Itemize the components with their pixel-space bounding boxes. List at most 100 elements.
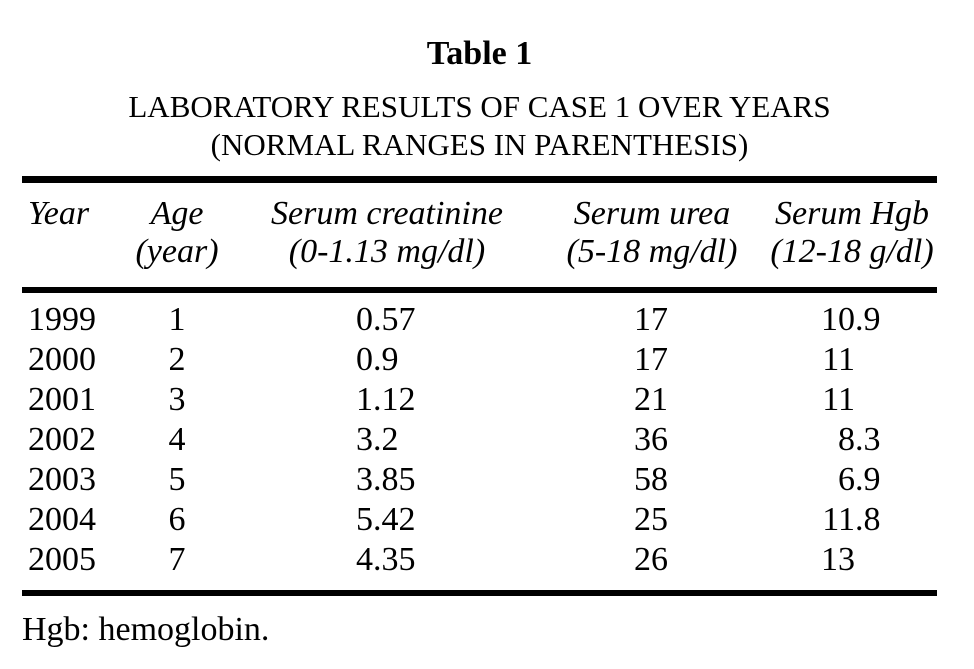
- table-row: 2000 2 0.9 17 11: [22, 340, 937, 380]
- cell-value: 25: [634, 500, 670, 540]
- cell-hgb: 11.8: [767, 500, 937, 540]
- table-body: 1999 1 0.57 17 10.9 2000 2 0.9 17 11 200…: [22, 290, 937, 593]
- cell-age: 6: [168, 501, 186, 538]
- cell-hgb: 11: [767, 340, 937, 380]
- cell-value: 13: [821, 540, 883, 580]
- cell-value: 26: [634, 540, 670, 580]
- table-row: 1999 1 0.57 17 10.9: [22, 290, 937, 340]
- table-row: 2003 5 3.85 58 6.9: [22, 460, 937, 500]
- cell-frac-part: .42: [373, 501, 416, 538]
- cell-frac-part: .3: [855, 421, 881, 458]
- cell-value: 10.9: [821, 300, 883, 340]
- cell-frac-part: .9: [855, 461, 881, 498]
- cell-urea: 36: [537, 420, 767, 460]
- cell-age: 2: [168, 341, 186, 378]
- table-row: 2001 3 1.12 21 11: [22, 380, 937, 420]
- cell-urea: 58: [537, 460, 767, 500]
- cell-frac-part: .57: [373, 301, 416, 338]
- cell-year: 1999: [28, 301, 96, 338]
- cell-hgb: 13: [767, 540, 937, 593]
- cell-value: 0.9: [356, 340, 418, 380]
- column-header-serum-urea: Serum urea (5-18 mg/dl): [537, 180, 767, 291]
- column-range: (0-1.13 mg/dl): [288, 233, 486, 270]
- cell-int-part: 17: [634, 341, 668, 378]
- cell-int-part: 11: [822, 341, 855, 378]
- cell-value: 11.8: [821, 500, 883, 540]
- cell-creatinine: 3.2: [237, 420, 537, 460]
- cell-creatinine: 0.57: [237, 290, 537, 340]
- cell-creatinine: 0.9: [237, 340, 537, 380]
- cell-frac-part: .2: [373, 421, 399, 458]
- cell-creatinine: 4.35: [237, 540, 537, 593]
- cell-value: 17: [634, 300, 670, 340]
- cell-value: 4.35: [356, 540, 418, 580]
- cell-value: 11: [821, 340, 883, 380]
- cell-value: 3.2: [356, 420, 418, 460]
- cell-value: 58: [634, 460, 670, 500]
- cell-value: 21: [634, 380, 670, 420]
- column-range: (12-18 g/dl): [770, 233, 934, 270]
- cell-urea: 25: [537, 500, 767, 540]
- column-range: (5-18 mg/dl): [566, 233, 738, 270]
- cell-hgb: 6.9: [767, 460, 937, 500]
- cell-urea: 26: [537, 540, 767, 593]
- cell-int-part: 4: [356, 541, 373, 578]
- cell-year: 2001: [28, 381, 96, 418]
- column-header-serum-creatinine: Serum creatinine (0-1.13 mg/dl): [237, 180, 537, 291]
- cell-age: 3: [168, 381, 186, 418]
- cell-int-part: 13: [821, 541, 855, 578]
- column-name: Age: [150, 195, 204, 232]
- cell-frac-part: .35: [373, 541, 416, 578]
- cell-frac-part: .8: [855, 501, 881, 538]
- cell-value: 36: [634, 420, 670, 460]
- table-row: 2004 6 5.42 25 11.8: [22, 500, 937, 540]
- cell-value: 5.42: [356, 500, 418, 540]
- cell-creatinine: 3.85: [237, 460, 537, 500]
- cell-year: 2003: [28, 461, 96, 498]
- cell-value: 0.57: [356, 300, 418, 340]
- table-title-line2: (NORMAL RANGES IN PARENTHESIS): [210, 127, 749, 162]
- cell-int-part: 5: [356, 501, 373, 538]
- cell-int-part: 11: [822, 501, 855, 538]
- cell-value: 17: [634, 340, 670, 380]
- cell-year: 2000: [28, 341, 96, 378]
- cell-int-part: 8: [838, 421, 855, 458]
- cell-int-part: 3: [356, 421, 373, 458]
- cell-int-part: 58: [634, 461, 668, 498]
- cell-urea: 17: [537, 290, 767, 340]
- column-name: Serum creatinine: [271, 195, 503, 232]
- cell-int-part: 10: [821, 301, 855, 338]
- cell-urea: 17: [537, 340, 767, 380]
- cell-int-part: 0: [356, 301, 373, 338]
- cell-value: 1.12: [356, 380, 418, 420]
- cell-value: 3.85: [356, 460, 418, 500]
- cell-int-part: 36: [634, 421, 668, 458]
- table-row: 2005 7 4.35 26 13: [22, 540, 937, 593]
- cell-hgb: 10.9: [767, 290, 937, 340]
- column-name: Serum urea: [573, 195, 731, 232]
- cell-value: 8.3: [821, 420, 883, 460]
- cell-frac-part: .9: [855, 301, 881, 338]
- column-name: Year: [28, 195, 90, 232]
- cell-hgb: 8.3: [767, 420, 937, 460]
- cell-age: 7: [168, 541, 186, 578]
- cell-age: 4: [168, 421, 186, 458]
- column-header-year: Year: [22, 180, 117, 291]
- table-header: Year Age (year) Serum creatinine (0-1.13…: [22, 180, 937, 291]
- cell-frac-part: .85: [373, 461, 416, 498]
- cell-frac-part: .12: [373, 381, 416, 418]
- cell-int-part: 11: [822, 381, 855, 418]
- cell-int-part: 21: [634, 381, 668, 418]
- table-caption: Table 1 LABORATORY RESULTS OF CASE 1 OVE…: [22, 34, 937, 164]
- cell-int-part: 25: [634, 501, 668, 538]
- cell-age: 5: [168, 461, 186, 498]
- header-row: Year Age (year) Serum creatinine (0-1.13…: [22, 180, 937, 291]
- cell-int-part: 26: [634, 541, 668, 578]
- cell-year: 2004: [28, 501, 96, 538]
- table-footnote: Hgb: hemoglobin.: [22, 611, 270, 648]
- cell-int-part: 6: [838, 461, 855, 498]
- cell-int-part: 3: [356, 461, 373, 498]
- cell-frac-part: .9: [373, 341, 399, 378]
- cell-value: 11: [821, 380, 883, 420]
